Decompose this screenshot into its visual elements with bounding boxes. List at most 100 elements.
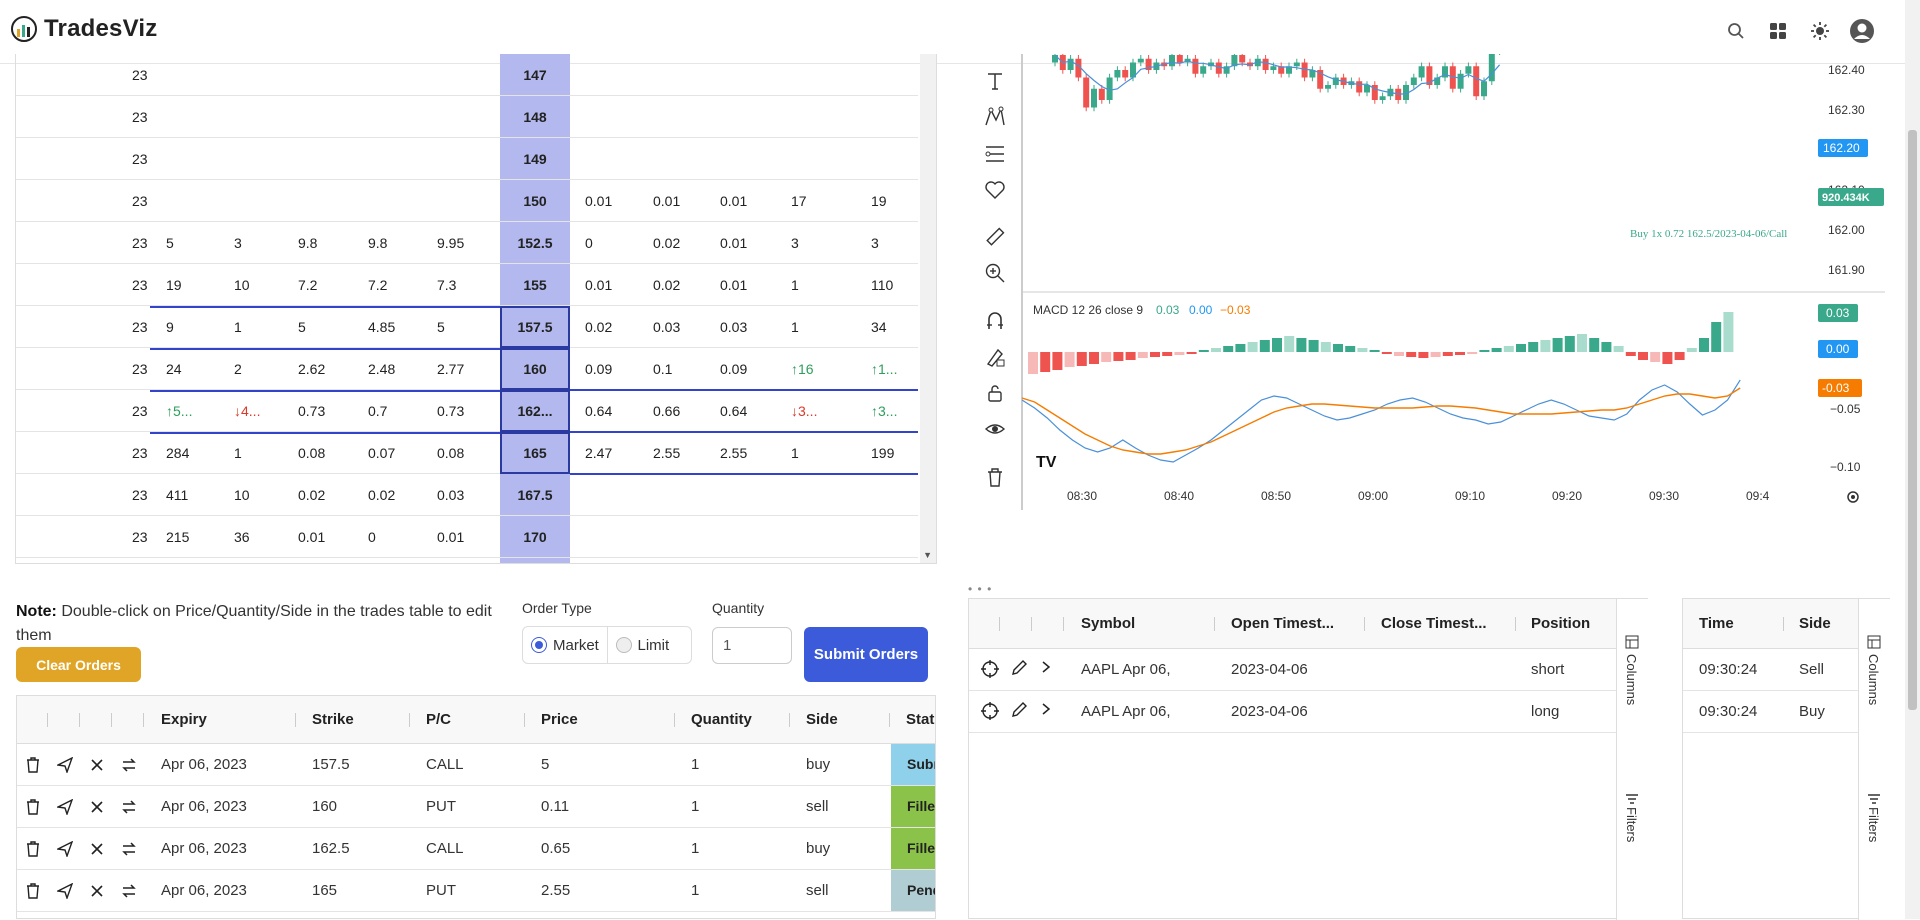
put-cell[interactable]: 3 [871, 235, 879, 251]
strike-cell[interactable]: 160 [523, 361, 547, 377]
market-option[interactable]: Market [523, 627, 607, 663]
strike-cell[interactable]: 148 [523, 109, 547, 125]
strike-cell[interactable]: 155 [523, 277, 547, 293]
call-cell[interactable]: 9.95 [437, 235, 465, 251]
put-cell[interactable]: ↑16 [791, 361, 814, 377]
chain-date-cell[interactable]: 23 [132, 487, 148, 503]
put-cell[interactable]: 0.01 [720, 193, 748, 209]
put-cell[interactable]: 1 [791, 277, 799, 293]
col-quantity[interactable]: Quantity [691, 711, 752, 728]
put-cell[interactable]: 0.1 [653, 361, 673, 377]
call-cell[interactable]: 284 [166, 445, 190, 461]
chain-row[interactable]: 23 24 2 2.62 2.48 2.77 160 0.09 0.1 0.09 ↑16 ↑1... [16, 348, 918, 390]
chain-date-cell[interactable]: 23 [132, 193, 148, 209]
col-side[interactable]: Side [806, 711, 838, 728]
col-expiry[interactable]: Expiry [161, 711, 207, 728]
crosshair-icon[interactable] [981, 660, 999, 681]
order-side-cell[interactable]: sell [806, 882, 829, 899]
send-icon[interactable] [55, 881, 75, 901]
call-cell[interactable]: 24 [166, 361, 182, 377]
execution-row[interactable]: 09:30:24 Sell [1683, 649, 1858, 691]
call-cell[interactable]: 10 [234, 277, 250, 293]
order-price-cell[interactable]: 5 [541, 756, 550, 773]
put-cell[interactable]: 0 [585, 235, 593, 251]
call-cell[interactable]: 1 [234, 445, 242, 461]
chain-date-cell[interactable]: 23 [132, 319, 148, 335]
quantity-input[interactable] [712, 627, 792, 664]
chain-date-cell[interactable]: 23 [132, 277, 148, 293]
visibility-icon[interactable] [982, 416, 1008, 442]
col-exec-side[interactable]: Side [1799, 615, 1831, 632]
call-cell[interactable]: 1 [234, 319, 242, 335]
chain-row[interactable]: 23 5 3 9.8 9.8 9.95 152.5 0 0.02 0.01 3 3 [16, 222, 918, 264]
swap-icon[interactable] [119, 755, 139, 775]
page-scrollbar[interactable] [1905, 0, 1920, 919]
put-cell[interactable]: 0.03 [720, 319, 748, 335]
chart-settings-gear-icon[interactable] [1847, 491, 1859, 503]
call-cell[interactable]: 9.8 [368, 235, 388, 251]
col-open-timestamp[interactable]: Open Timest... [1231, 615, 1335, 632]
chain-row[interactable]: 23 ↑5... ↓4... 0.73 0.7 0.73 162... 0.64 0.66 0.6… [16, 390, 918, 432]
unlock-icon[interactable] [982, 380, 1008, 406]
order-row[interactable]: Apr 06, 2023 165 PUT 2.55 1 sell Pending [17, 870, 935, 912]
put-cell[interactable]: ↓3... [791, 403, 818, 419]
chain-row[interactable]: 23 149 [16, 138, 918, 180]
call-cell[interactable]: 10 [234, 487, 250, 503]
chain-date-cell[interactable]: 23 [132, 403, 148, 419]
favorite-heart-icon[interactable] [982, 177, 1008, 203]
put-cell[interactable]: ↑3... [871, 403, 898, 419]
submit-orders-button[interactable]: Submit Orders [804, 627, 928, 682]
call-cell[interactable]: 215 [166, 529, 190, 545]
columns-tab[interactable]: Columns [1624, 654, 1639, 706]
expand-chevron-icon[interactable] [1041, 702, 1051, 718]
price-chart[interactable]: Buy 1x 0.72 162.5/2023-04-06/Call MACD 1… [975, 54, 1885, 514]
split-drag-handle[interactable]: • • • [968, 582, 993, 596]
put-cell[interactable]: 17 [791, 193, 807, 209]
pattern-tool-icon[interactable] [982, 104, 1008, 130]
order-price-cell[interactable]: 0.11 [541, 798, 570, 815]
call-cell[interactable]: 7.2 [298, 277, 318, 293]
order-price-cell[interactable]: 2.55 [541, 882, 571, 899]
edit-pencil-icon[interactable] [1011, 660, 1027, 679]
call-cell[interactable]: 0.08 [437, 445, 465, 461]
limit-option[interactable]: Limit [606, 627, 692, 663]
swap-icon[interactable] [119, 797, 139, 817]
call-cell[interactable]: 3 [234, 235, 242, 251]
call-cell[interactable]: 9 [166, 319, 174, 335]
call-cell[interactable]: 0.02 [298, 487, 326, 503]
chain-date-cell[interactable]: 23 [132, 529, 148, 545]
filters-tab[interactable]: Filters [1866, 807, 1881, 843]
cancel-icon[interactable] [87, 839, 107, 859]
put-cell[interactable]: 0.64 [585, 403, 613, 419]
call-cell[interactable]: 411 [166, 487, 189, 503]
cancel-icon[interactable] [87, 797, 107, 817]
call-cell[interactable]: 0.02 [368, 487, 396, 503]
chain-row[interactable]: 23 284 1 0.08 0.07 0.08 165 2.47 2.55 2.55 1 199 [16, 432, 918, 474]
order-qty-cell[interactable]: 1 [691, 882, 700, 899]
chain-scrollbar[interactable]: ▼ [920, 54, 936, 563]
app-logo[interactable]: TradesViz [10, 15, 157, 43]
strike-cell[interactable]: 162... [517, 403, 553, 419]
put-cell[interactable]: 0.66 [653, 403, 681, 419]
call-cell[interactable]: ↓4... [234, 403, 261, 419]
col-status[interactable]: Stat [906, 711, 935, 728]
strike-cell[interactable]: 167.5 [517, 487, 553, 503]
strike-cell[interactable]: 157.5 [517, 319, 553, 335]
col-position[interactable]: Position [1531, 615, 1591, 632]
col-price[interactable]: Price [541, 711, 578, 728]
zoom-in-icon[interactable] [982, 260, 1008, 286]
market-radio[interactable] [531, 637, 547, 653]
chain-date-cell[interactable]: 23 [132, 445, 148, 461]
order-qty-cell[interactable]: 1 [691, 798, 700, 815]
put-cell[interactable]: 2.55 [720, 445, 748, 461]
chain-date-cell[interactable]: 23 [132, 361, 148, 377]
put-cell[interactable]: 0.09 [585, 361, 613, 377]
chain-date-cell[interactable]: 23 [132, 235, 148, 251]
col-close-timestamp[interactable]: Close Timest... [1381, 615, 1487, 632]
strike-cell[interactable]: 165 [523, 445, 547, 461]
fib-tool-icon[interactable] [982, 141, 1008, 167]
swap-icon[interactable] [119, 881, 139, 901]
filter-icon[interactable] [1626, 791, 1638, 807]
chain-date-cell[interactable]: 23 [132, 67, 148, 83]
call-cell[interactable]: 2.48 [368, 361, 396, 377]
